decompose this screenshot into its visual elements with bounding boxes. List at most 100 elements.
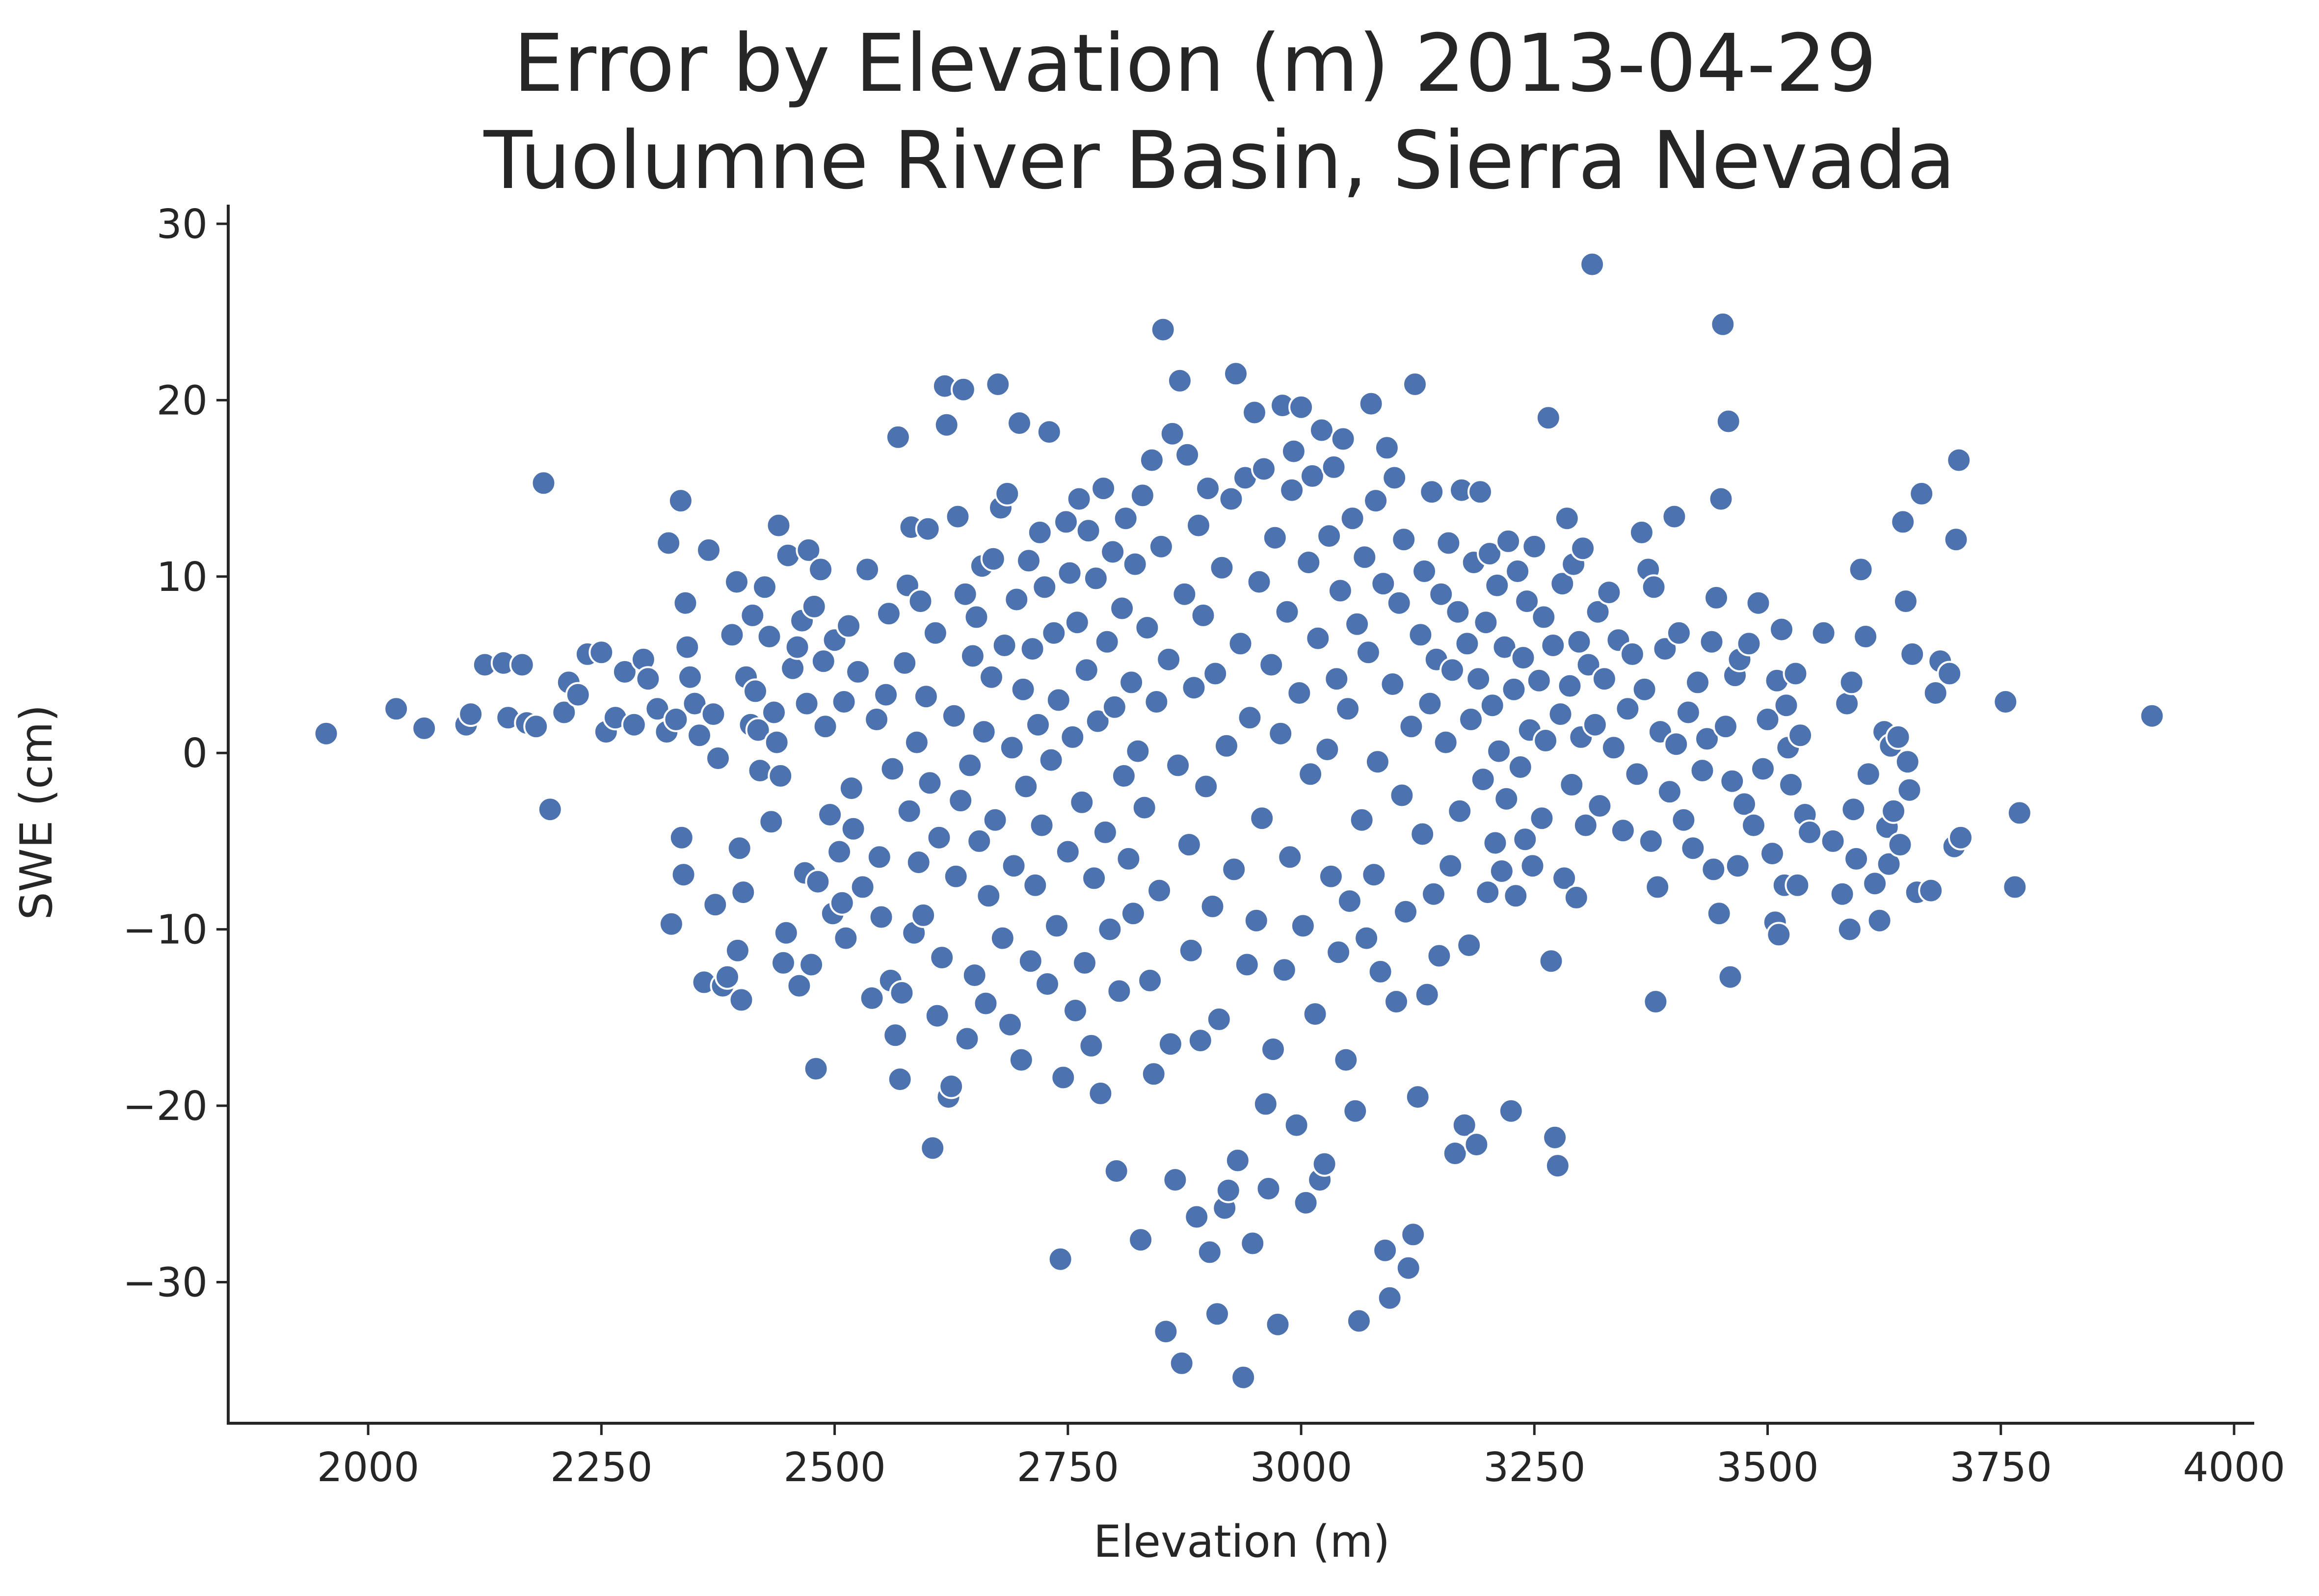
- data-point: [780, 655, 806, 681]
- data-point: [719, 622, 745, 648]
- data-point: [892, 650, 918, 676]
- x-tick-label: 2500: [783, 1444, 886, 1491]
- data-point: [1141, 1061, 1167, 1087]
- data-point: [771, 950, 796, 976]
- data-point: [2002, 874, 2028, 900]
- data-point: [907, 588, 933, 614]
- data-point: [1122, 551, 1148, 577]
- data-point: [1035, 971, 1060, 997]
- data-point: [1148, 533, 1174, 559]
- data-point: [910, 902, 936, 928]
- data-point: [1139, 447, 1165, 473]
- data-point: [941, 703, 967, 729]
- data-point: [1129, 482, 1155, 508]
- y-tick-label: 30: [157, 201, 208, 248]
- chart-title-line-1: Error by Elevation (m) 2013-04-29: [513, 18, 1877, 110]
- data-point: [1736, 631, 1762, 657]
- data-point: [1652, 636, 1678, 662]
- data-point: [1391, 527, 1417, 553]
- data-point: [850, 874, 876, 900]
- data-point: [1178, 937, 1204, 963]
- data-point: [1473, 610, 1499, 636]
- data-point: [1719, 768, 1745, 794]
- data-point: [1479, 692, 1505, 718]
- data-point: [1689, 758, 1715, 784]
- data-point: [1225, 1147, 1251, 1173]
- data-point: [1253, 1091, 1279, 1117]
- data-point: [1811, 620, 1837, 646]
- y-tick-label: −10: [123, 907, 208, 954]
- data-point: [943, 863, 969, 889]
- data-point: [635, 666, 661, 692]
- data-point: [1596, 580, 1622, 606]
- data-point: [1498, 1098, 1524, 1124]
- data-point: [658, 911, 684, 937]
- data-point: [509, 652, 535, 678]
- data-point: [1019, 636, 1045, 662]
- data-point: [1876, 851, 1902, 877]
- data-point: [1128, 1227, 1154, 1253]
- data-point: [1016, 548, 1041, 574]
- data-point: [1666, 620, 1692, 646]
- data-point: [1237, 705, 1263, 731]
- data-point: [1405, 1084, 1431, 1110]
- data-point: [1181, 675, 1207, 701]
- data-point: [1663, 731, 1689, 757]
- data-point: [1389, 782, 1415, 808]
- data-point: [1008, 1047, 1034, 1073]
- data-point: [1694, 726, 1720, 752]
- data-point: [1797, 819, 1823, 845]
- data-point: [917, 770, 943, 796]
- data-point: [915, 516, 941, 542]
- data-point: [808, 557, 834, 583]
- data-point: [1573, 812, 1599, 838]
- data-point: [1280, 438, 1306, 464]
- data-point: [1370, 571, 1396, 597]
- data-point: [948, 788, 974, 814]
- data-point: [1057, 560, 1083, 586]
- data-point: [1073, 657, 1099, 683]
- data-point: [1290, 913, 1316, 939]
- data-point: [1249, 805, 1275, 831]
- data-point: [1549, 571, 1575, 597]
- data-point: [1937, 661, 1963, 687]
- data-point: [961, 962, 987, 988]
- data-point: [1438, 853, 1464, 879]
- data-point: [667, 488, 693, 514]
- data-point: [1482, 830, 1508, 856]
- data-point: [1909, 480, 1935, 506]
- data-point: [1837, 916, 1863, 942]
- data-point: [1741, 812, 1766, 838]
- data-point: [840, 816, 866, 842]
- data-point: [1587, 793, 1613, 819]
- data-point: [1421, 881, 1446, 907]
- data-point: [1557, 673, 1583, 699]
- data-point: [724, 569, 749, 595]
- data-point: [979, 664, 1004, 690]
- data-point: [1218, 486, 1244, 512]
- y-tick-label: 0: [182, 730, 208, 777]
- data-point: [1456, 932, 1482, 958]
- data-point: [752, 574, 777, 600]
- data-point: [1167, 368, 1193, 394]
- data-point: [1563, 884, 1589, 910]
- data-point: [1277, 844, 1303, 870]
- data-point: [1538, 948, 1564, 974]
- data-point: [1533, 728, 1559, 753]
- data-point: [1243, 907, 1269, 933]
- data-point: [1246, 569, 1272, 595]
- data-point: [1302, 1001, 1328, 1027]
- data-point: [1745, 590, 1771, 616]
- data-point: [794, 691, 820, 717]
- x-tick-label: 4000: [2183, 1444, 2286, 1491]
- data-point: [1316, 523, 1342, 549]
- data-point: [1109, 595, 1135, 621]
- data-point: [1088, 1080, 1114, 1106]
- data-point: [1631, 676, 1657, 702]
- data-point: [728, 987, 754, 1013]
- data-point: [1717, 964, 1743, 990]
- data-point: [1174, 442, 1200, 468]
- data-point: [1750, 756, 1776, 782]
- data-point: [1060, 724, 1086, 750]
- data-point: [523, 714, 549, 740]
